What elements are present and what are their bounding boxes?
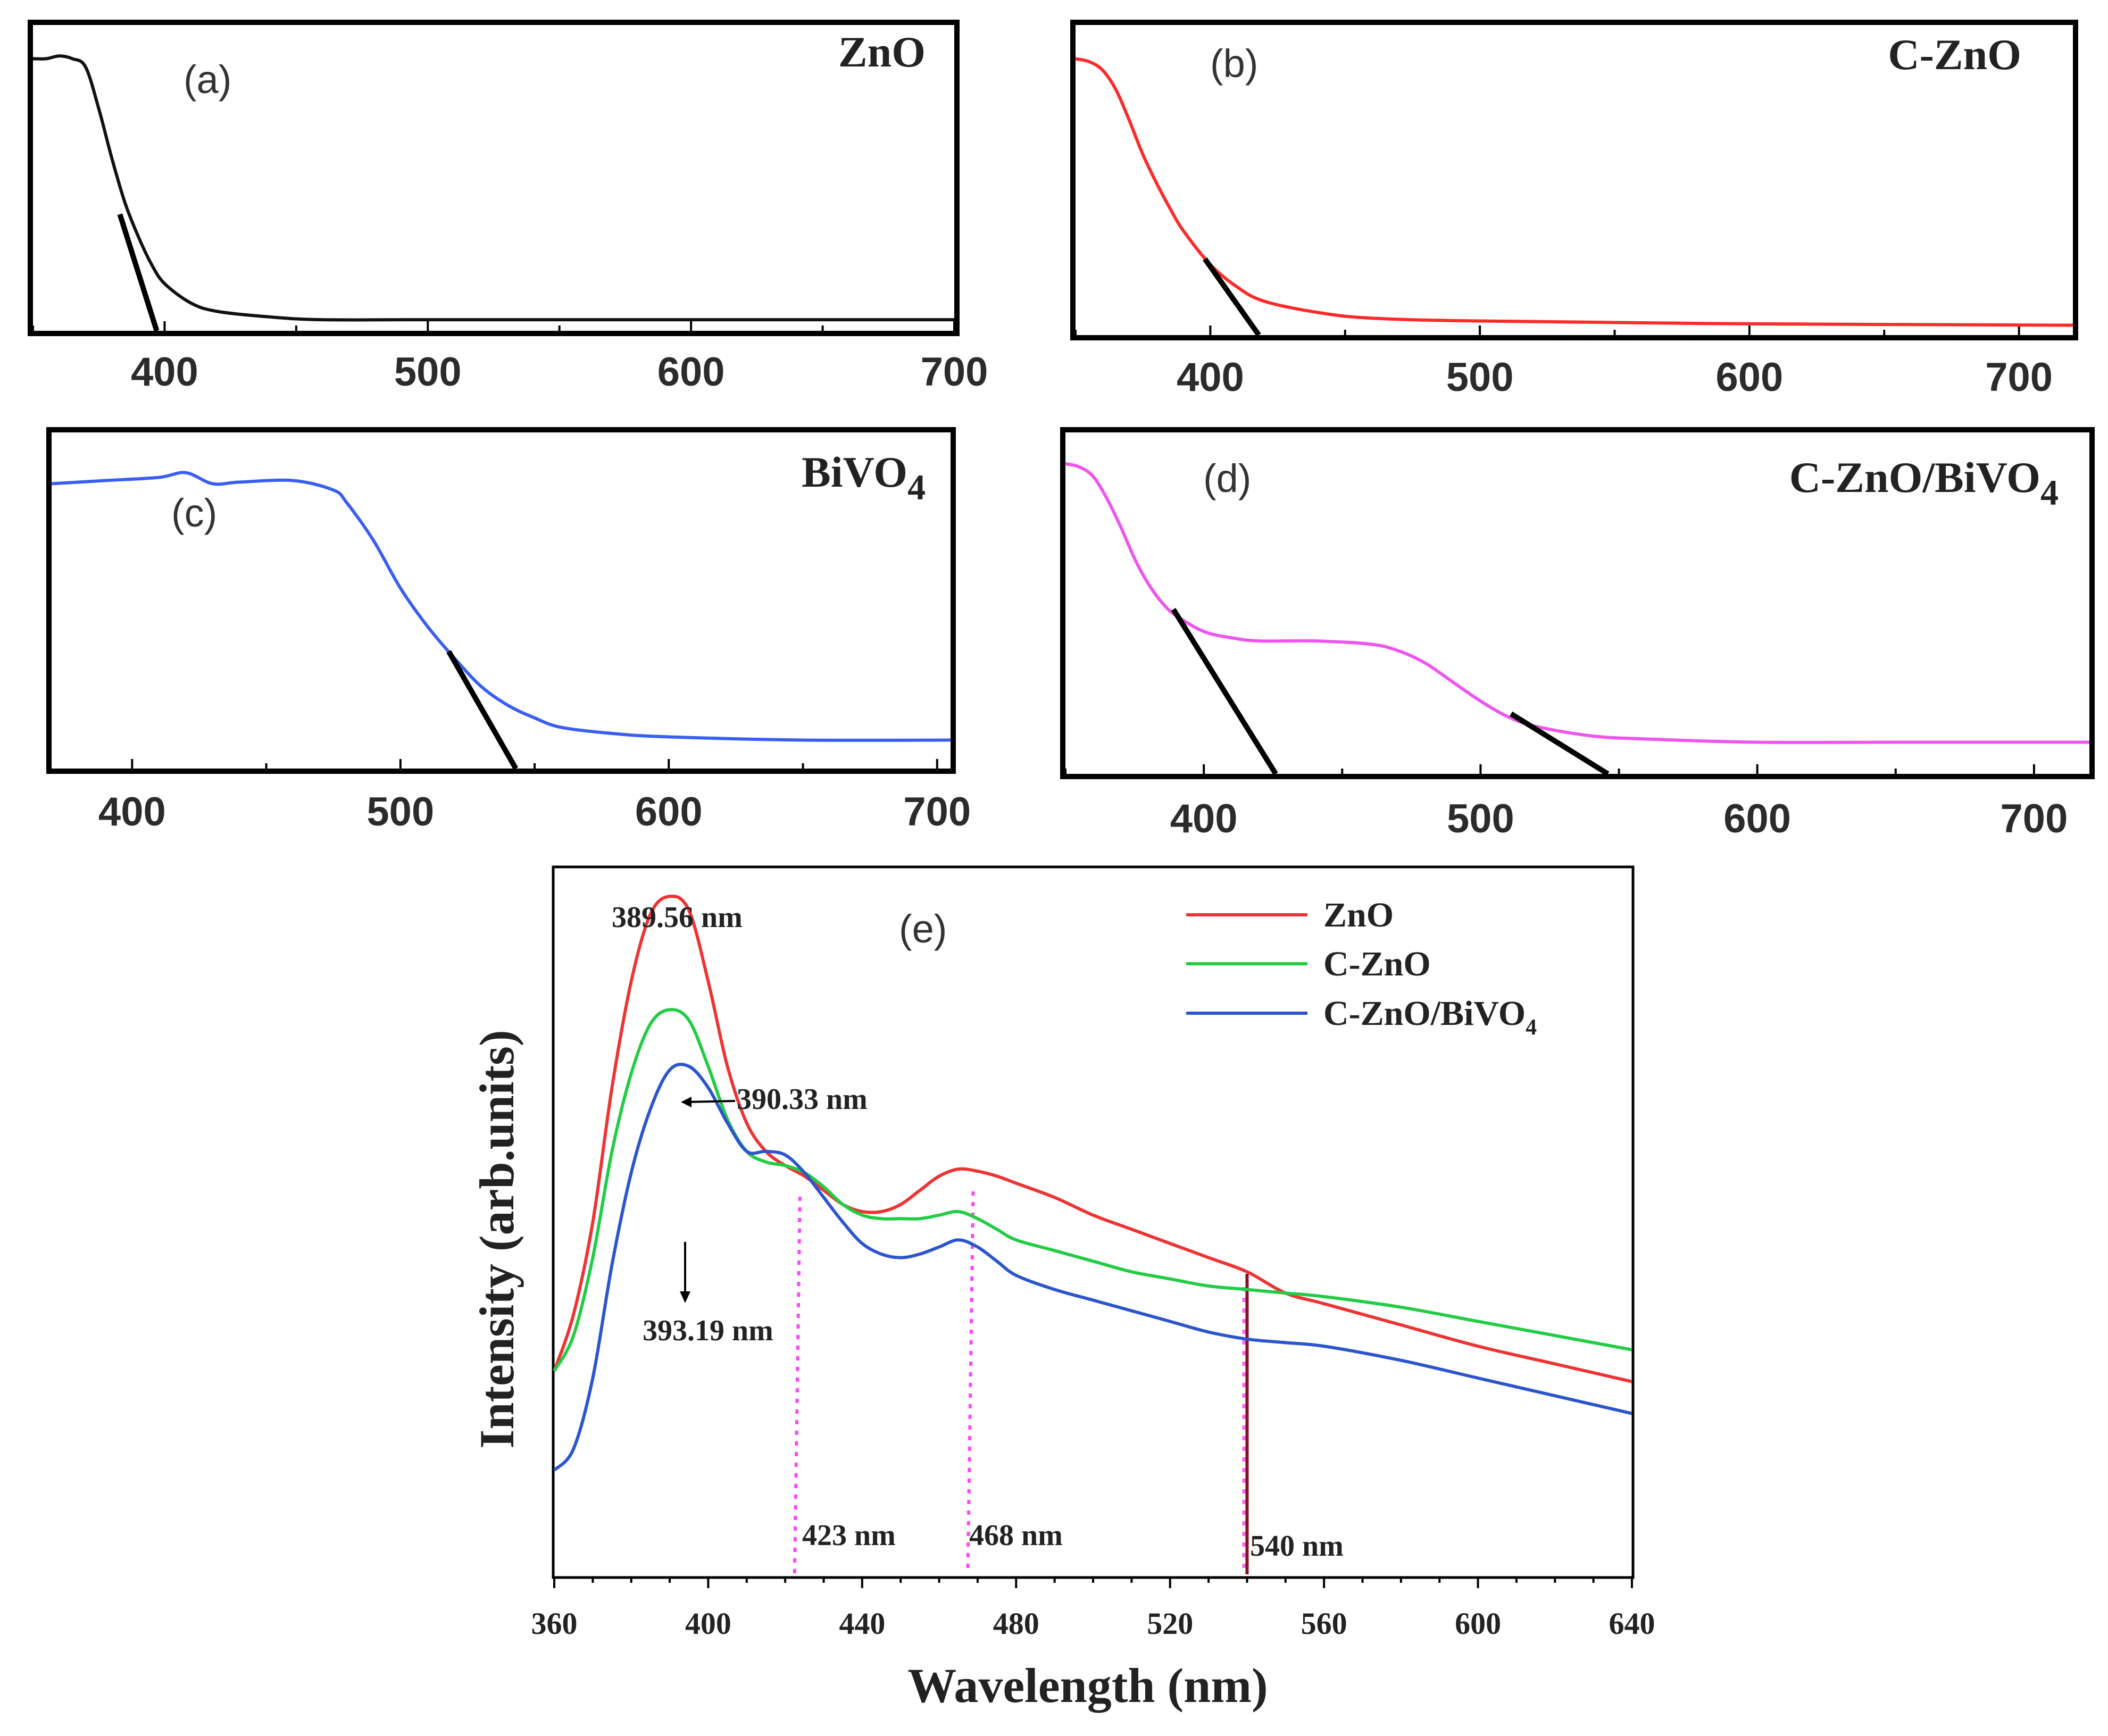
panel-c-title-subscript: 4 bbox=[907, 467, 926, 507]
series-line-c-zno-bivo4 bbox=[553, 1063, 1632, 1472]
legend-label-c-zno-bivo4: C-ZnO/BiVO4 bbox=[1323, 994, 1537, 1040]
series-line-c-zno bbox=[553, 1008, 1632, 1372]
panel-c: 400 500 600 700 (c) BiVO4 bbox=[46, 427, 971, 834]
series-line-zno bbox=[553, 895, 1632, 1383]
panel-e: 360 400 440 480 520 560 600 640 (e) ZnO C-ZnO C… bbox=[470, 865, 1655, 1713]
panel-a-tick-label-500: 500 bbox=[394, 349, 462, 395]
marker-line-423 bbox=[793, 1196, 802, 1575]
panel-a-tick-label-600: 600 bbox=[657, 349, 725, 395]
panel-c-tick-label-600: 600 bbox=[635, 789, 703, 834]
panel-c-title: BiVO4 bbox=[802, 448, 926, 507]
panel-b-x-ticks: 400 500 600 700 bbox=[1074, 326, 2053, 400]
annotation-393-19-nm: 393.19 nm bbox=[643, 1314, 773, 1347]
panel-d-label: (d) bbox=[1203, 456, 1251, 500]
marker-line-468 bbox=[966, 1191, 975, 1575]
panel-d-series-line bbox=[1065, 462, 2089, 744]
panel-d-x-ticks: 400 500 600 700 bbox=[1064, 764, 2068, 841]
panel-a-title: ZnO bbox=[838, 28, 926, 76]
panel-a-tick-label-400: 400 bbox=[131, 349, 198, 395]
annotation-390-33-nm: 390.33 nm bbox=[737, 1083, 868, 1116]
panel-c-tick-label-700: 700 bbox=[903, 789, 971, 834]
legend-label-c-zno: C-ZnO bbox=[1323, 945, 1431, 983]
legend-label-c-zno-bivo4-subscript: 4 bbox=[1526, 1015, 1537, 1040]
panel-e-marker-lines bbox=[793, 1191, 1249, 1575]
panel-c-tick-label-400: 400 bbox=[98, 789, 166, 834]
annotation-540-nm: 540 nm bbox=[1250, 1530, 1344, 1563]
panel-d-frame bbox=[1060, 427, 2095, 779]
panel-e-y-axis-title: Intensity (arb.units) bbox=[470, 1030, 524, 1448]
panel-e-label: (e) bbox=[899, 907, 947, 951]
annotation-423-nm: 423 nm bbox=[802, 1519, 896, 1552]
panel-b: 400 500 600 700 (b) C-ZnO bbox=[1070, 20, 2078, 400]
panel-e-tick-label-360: 360 bbox=[531, 1606, 578, 1641]
panel-c-tick-label-500: 500 bbox=[366, 789, 434, 834]
panel-d: 400 500 600 700 (d) C-ZnO/BiVO4 bbox=[1060, 427, 2095, 841]
panel-d-tick-label-400: 400 bbox=[1170, 796, 1238, 841]
panel-b-tick-label-500: 500 bbox=[1446, 355, 1514, 400]
legend-label-c-zno-bivo4-main: C-ZnO/BiVO bbox=[1323, 994, 1526, 1033]
panel-b-label: (b) bbox=[1210, 41, 1258, 86]
panel-e-legend: ZnO C-ZnO C-ZnO/BiVO4 bbox=[1186, 896, 1537, 1040]
panel-c-label: (c) bbox=[171, 491, 217, 535]
panel-c-x-ticks: 400 500 600 700 bbox=[98, 759, 971, 834]
panel-e-series bbox=[553, 895, 1632, 1472]
annotation-468-nm: 468 nm bbox=[969, 1519, 1063, 1552]
annotation-389-56-nm: 389.56 nm bbox=[612, 901, 743, 934]
panel-d-tick-label-700: 700 bbox=[2001, 796, 2068, 841]
panel-d-title: C-ZnO/BiVO4 bbox=[1789, 453, 2059, 513]
panel-b-tick-label-700: 700 bbox=[1985, 355, 2053, 400]
panel-b-frame bbox=[1070, 20, 2078, 340]
panel-b-tick-label-400: 400 bbox=[1177, 355, 1244, 400]
panel-e-tick-label-640: 640 bbox=[1609, 1606, 1655, 1641]
panel-a-label: (a) bbox=[184, 57, 231, 102]
panel-c-tangent-line bbox=[446, 650, 519, 770]
panel-a-tick-label-700: 700 bbox=[921, 349, 988, 395]
panel-e-tick-label-560: 560 bbox=[1301, 1606, 1347, 1641]
panel-d-tangent-line-1 bbox=[1171, 607, 1278, 775]
panel-c-title-main: BiVO bbox=[802, 448, 907, 496]
panel-c-frame bbox=[46, 427, 956, 774]
panel-e-x-axis-title: Wavelength (nm) bbox=[907, 1658, 1268, 1713]
panel-c-series-line bbox=[51, 471, 951, 742]
annotation-390-33-arrow bbox=[686, 1100, 736, 1103]
legend-label-zno: ZnO bbox=[1323, 896, 1394, 934]
panel-d-title-subscript: 4 bbox=[2040, 472, 2059, 513]
panel-e-tick-label-600: 600 bbox=[1455, 1606, 1501, 1641]
panel-a-tangent-line bbox=[117, 213, 160, 332]
panel-d-title-main: C-ZnO/BiVO bbox=[1789, 453, 2040, 502]
panel-a-frame bbox=[28, 20, 960, 336]
panel-e-tick-label-480: 480 bbox=[993, 1606, 1039, 1641]
panel-b-tangent-line bbox=[1203, 257, 1261, 337]
panel-d-tick-label-500: 500 bbox=[1447, 796, 1514, 841]
annotation-393-19-arrowhead bbox=[680, 1291, 690, 1303]
panel-b-series-line bbox=[1075, 57, 2073, 327]
panel-a-series-line bbox=[32, 54, 954, 322]
panel-a-x-ticks: 400 500 600 700 bbox=[32, 321, 988, 395]
panel-b-title: C-ZnO bbox=[1888, 30, 2021, 79]
panel-b-tick-label-600: 600 bbox=[1715, 355, 1783, 400]
panel-d-tick-label-600: 600 bbox=[1723, 796, 1791, 841]
panel-e-tick-label-520: 520 bbox=[1147, 1606, 1193, 1641]
annotation-390-33-arrowhead bbox=[681, 1097, 691, 1107]
panel-e-tick-label-440: 440 bbox=[839, 1606, 885, 1641]
panel-a: 400 500 600 700 (a) ZnO bbox=[28, 20, 988, 395]
panel-e-tick-label-400: 400 bbox=[685, 1606, 731, 1641]
panel-e-frame bbox=[552, 865, 1635, 1579]
panel-e-x-ticks: 360 400 440 480 520 560 600 640 bbox=[531, 1576, 1655, 1641]
panel-d-tangent-line-2 bbox=[1509, 711, 1610, 777]
